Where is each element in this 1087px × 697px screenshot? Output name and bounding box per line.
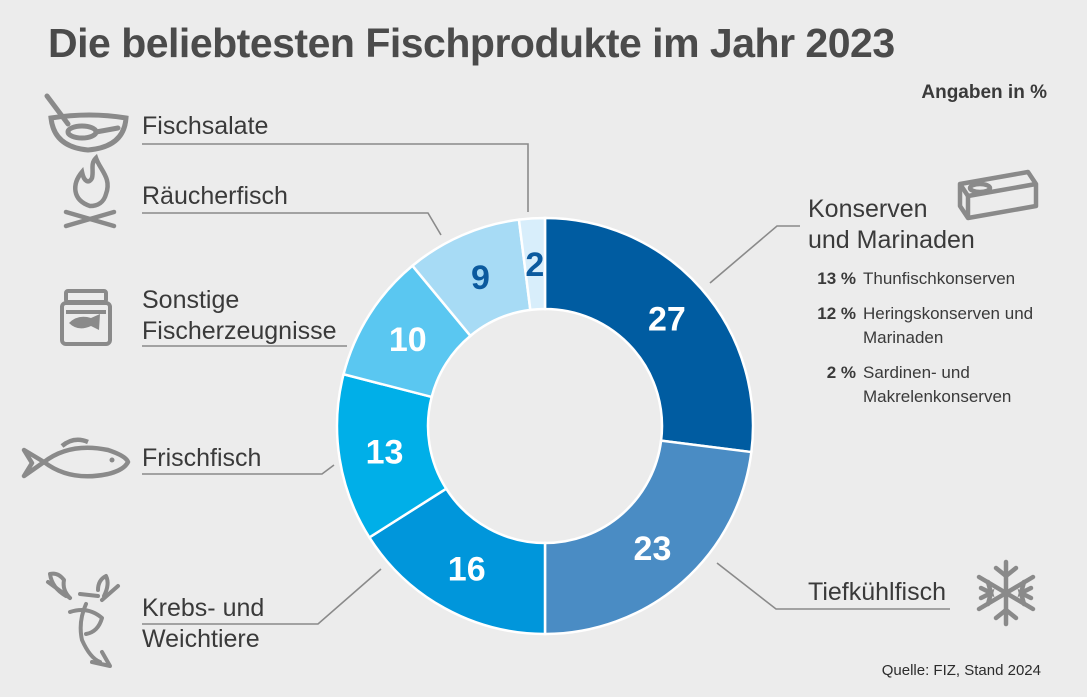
label-krebs: Krebs- und Weichtiere bbox=[142, 593, 264, 655]
breakdown-text: Thunfischkonserven bbox=[863, 269, 1016, 288]
tin-can-icon bbox=[957, 169, 1039, 221]
donut-slice bbox=[543, 216, 755, 454]
label-sonstige-line-1: Sonstige bbox=[142, 286, 240, 314]
label-konserven-line-2: und Marinaden bbox=[808, 226, 975, 254]
crayfish-icon bbox=[46, 571, 120, 668]
leader-line-konserven bbox=[709, 225, 800, 284]
donut-slice bbox=[517, 216, 547, 312]
leader-line-krebs bbox=[142, 568, 382, 625]
label-krebs-line-1: Krebs- und bbox=[142, 594, 265, 622]
label-sonstige-line-2: Fischerzeugnisse bbox=[142, 317, 337, 345]
campfire-icon bbox=[63, 153, 117, 229]
label-tiefkuehlfisch: Tiefkühlfisch bbox=[808, 578, 947, 606]
donut-value-labels: 27 23 16 13 10 9 2 bbox=[366, 246, 686, 589]
breakdown-row: 12 % Heringskonserven und Marinaden bbox=[806, 302, 1053, 350]
breakdown-pct: 2 % bbox=[826, 363, 856, 382]
label-krebs-line-2: Weichtiere bbox=[142, 625, 260, 653]
donut-slice bbox=[543, 439, 753, 636]
donut-value-label: 23 bbox=[634, 530, 672, 568]
breakdown-row: 13 % Thunfischkonserven bbox=[806, 267, 1053, 291]
chart-title: Die beliebtesten Fischprodukte im Jahr 2… bbox=[48, 20, 895, 66]
leader-line-tiefkuehl bbox=[716, 562, 950, 610]
donut-value-label: 10 bbox=[389, 321, 427, 359]
donut-value-label: 2 bbox=[525, 246, 544, 284]
breakdown-pct: 12 % bbox=[817, 304, 856, 323]
breakdown-pct: 13 % bbox=[817, 269, 856, 288]
label-fischsalate: Fischsalate bbox=[142, 112, 269, 140]
label-konserven-line-1: Konserven bbox=[808, 195, 928, 223]
unit-note: Angaben in % bbox=[921, 82, 1047, 103]
leader-line-raeucherfisch bbox=[142, 212, 442, 236]
label-frischfisch: Frischfisch bbox=[142, 444, 262, 472]
donut-value-label: 9 bbox=[471, 259, 490, 297]
leader-line-frischfisch bbox=[142, 464, 335, 475]
fish-jar-icon bbox=[60, 289, 112, 346]
source-note: Quelle: FIZ, Stand 2024 bbox=[881, 662, 1041, 679]
label-konserven: Konserven und Marinaden bbox=[808, 194, 975, 256]
breakdown-text: Sardinen- und Makrelenkonserven bbox=[863, 363, 1012, 406]
donut-slices bbox=[335, 216, 755, 636]
konserven-breakdown: 13 % Thunfischkonserven 12 % Heringskons… bbox=[806, 267, 1053, 420]
donut-value-label: 13 bbox=[366, 433, 404, 471]
label-raeucherfisch: Räucherfisch bbox=[142, 182, 288, 210]
donut-value-label: 16 bbox=[448, 550, 486, 588]
donut-value-label: 27 bbox=[648, 301, 686, 339]
leader-lines bbox=[142, 143, 950, 625]
label-sonstige: Sonstige Fischerzeugnisse bbox=[142, 285, 337, 347]
snowflake-icon bbox=[976, 559, 1036, 627]
leader-line-fischsalate bbox=[142, 143, 529, 212]
salad-bowl-icon bbox=[44, 93, 129, 153]
fish-icon bbox=[21, 437, 131, 479]
breakdown-text: Heringskonserven und Marinaden bbox=[863, 304, 1034, 347]
breakdown-row: 2 % Sardinen- und Makrelenkonserven bbox=[806, 361, 1053, 409]
